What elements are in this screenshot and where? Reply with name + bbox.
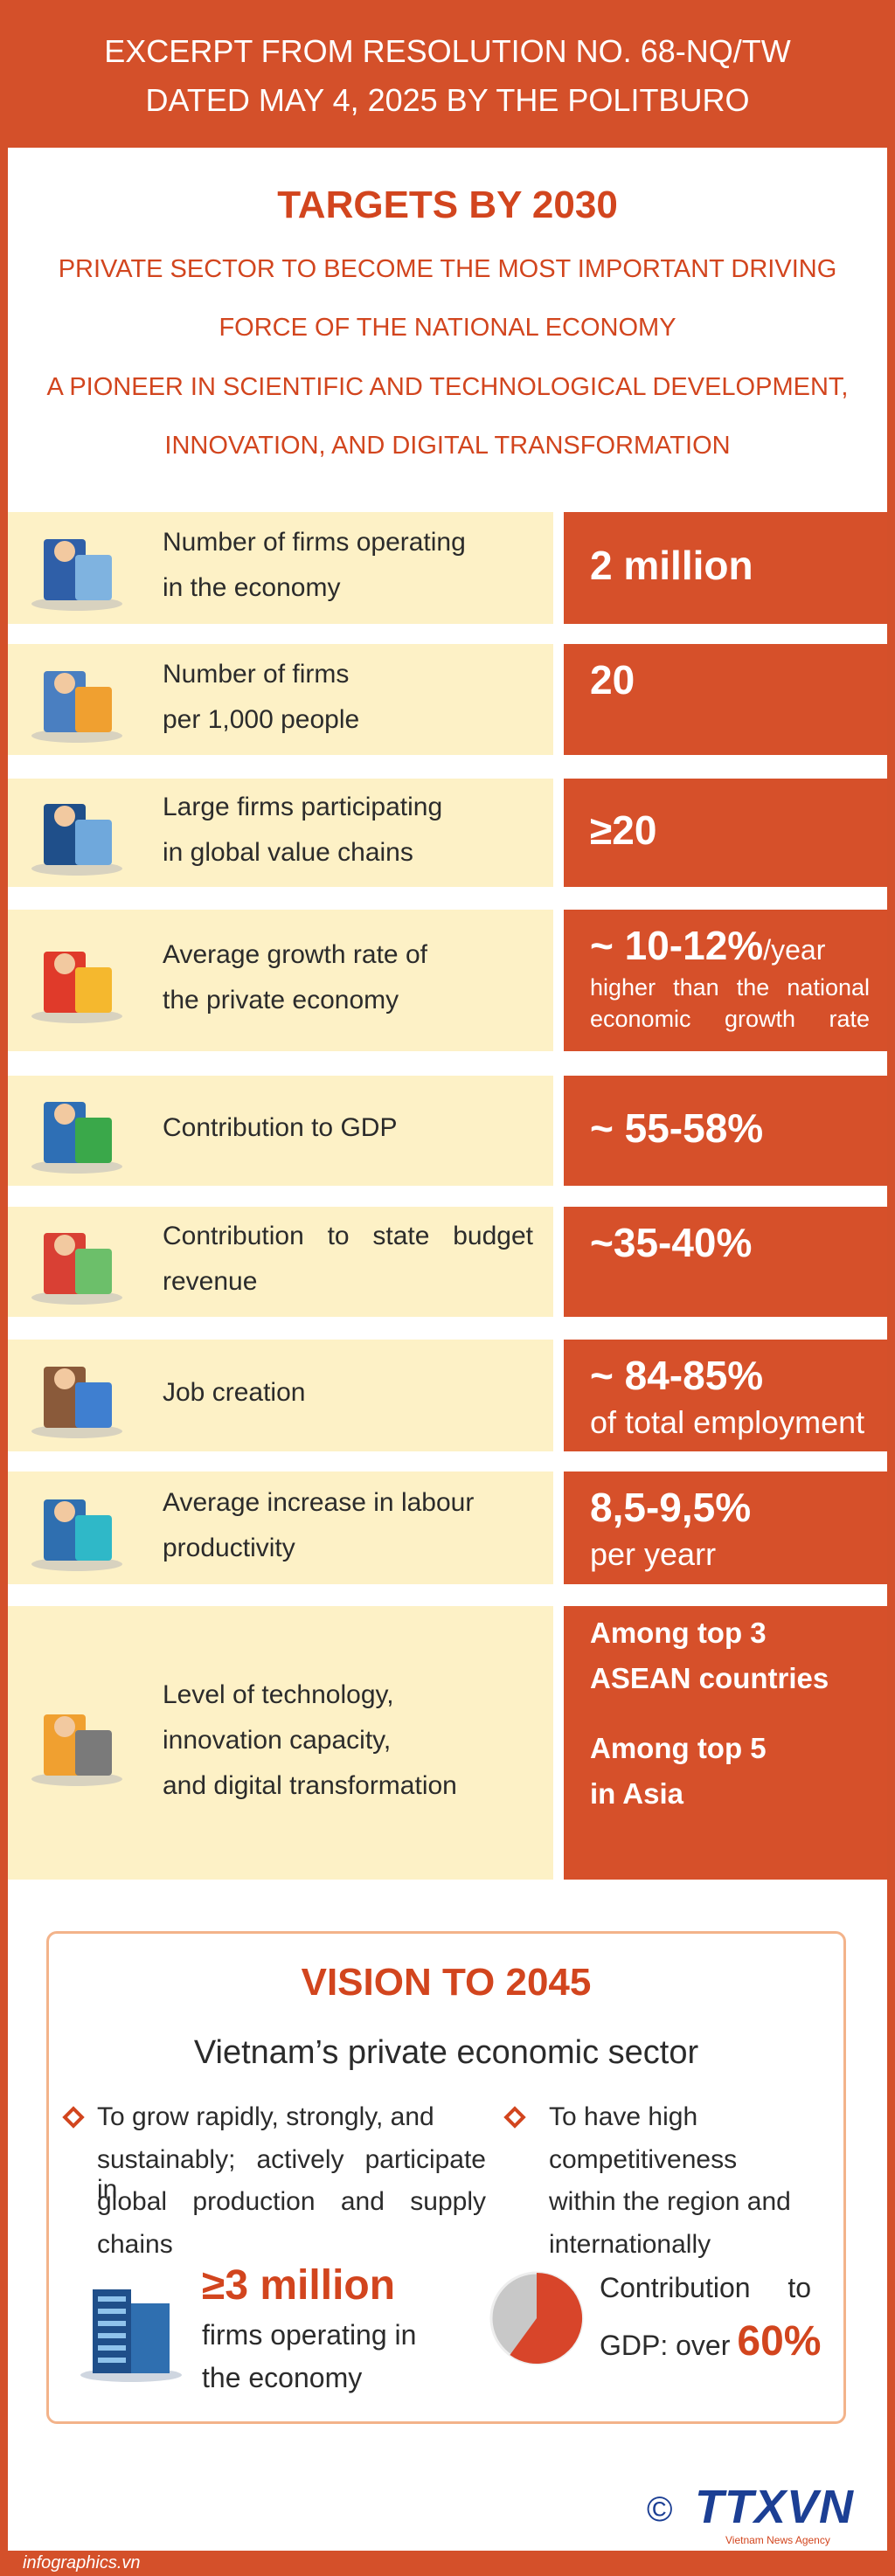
value-text: ~ 55-58%: [590, 1105, 764, 1151]
row-value: 20: [590, 656, 635, 703]
logo: TTXVN: [695, 2481, 855, 2533]
logo-subtitle: Vietnam News Agency: [725, 2534, 830, 2546]
icon: [31, 804, 122, 876]
row-value-bg: [564, 644, 887, 755]
vision-text: firms operating in: [202, 2319, 417, 2351]
icon: [31, 539, 122, 611]
row-value-bg: [564, 512, 887, 624]
row-value: ASEAN countries: [590, 1662, 829, 1694]
vision-figure: ≥3 million: [202, 2262, 396, 2309]
value-note: higher than the national: [590, 974, 870, 1001]
value-text: 2 million: [590, 543, 753, 588]
row-value: in Asia: [590, 1777, 683, 1810]
header-line: EXCERPT FROM RESOLUTION NO. 68-NQ/TW: [104, 33, 791, 69]
icon: [31, 952, 122, 1023]
row-value-bg: [564, 1340, 887, 1451]
value-text: ~ 84-85%: [590, 1353, 764, 1398]
row-value: ~ 55-58%: [590, 1104, 763, 1152]
vision-figure: 60%: [737, 2318, 822, 2365]
icon: [31, 1233, 122, 1305]
row-value: ~ 84-85%: [590, 1352, 763, 1399]
row-label: Average increase in labour: [163, 1487, 475, 1517]
row-label: Job creation: [163, 1378, 306, 1407]
vision-subtitle: Vietnam’s private economic sector: [193, 2034, 699, 2071]
row-value-bg: [564, 1472, 887, 1584]
row-label: and digital transformation: [163, 1770, 457, 1800]
row-value-bg: [564, 1076, 887, 1186]
row-label: in the economy: [163, 573, 341, 602]
vision-text: GDP: over: [600, 2330, 731, 2361]
vision-text: Contribution to: [600, 2272, 811, 2303]
row-value: ~ 10-12%/year: [590, 922, 825, 969]
row-label: in global value chains: [163, 838, 413, 867]
row-label: the private economy: [163, 986, 399, 1014]
row-label: innovation capacity,: [163, 1725, 392, 1755]
copyright: ©: [647, 2490, 673, 2529]
value-text: 20: [590, 657, 635, 703]
row-label: productivity: [163, 1533, 295, 1562]
bullet-text: internationally: [549, 2230, 711, 2259]
row-label: Large firms participating: [163, 793, 443, 821]
icon: [31, 1714, 122, 1786]
row-value: Among top 3: [590, 1617, 767, 1649]
row-value: Among top 5: [590, 1732, 767, 1764]
bullet-text: To have high: [549, 2102, 698, 2131]
row-label: Number of firms operating: [163, 528, 466, 557]
section-subtitle: FORCE OF THE NATIONAL ECONOMY: [219, 314, 676, 342]
icon: [31, 1102, 122, 1174]
value-text: 8,5-9,5%: [590, 1485, 752, 1530]
row-label: Average growth rate of: [163, 940, 427, 969]
bullet-text: To grow rapidly, strongly, and: [97, 2102, 434, 2131]
icon: [31, 1499, 122, 1571]
section-subtitle: A PIONEER IN SCIENTIFIC AND TECHNOLOGICA…: [46, 373, 849, 401]
value-note: per yearr: [590, 1536, 717, 1572]
vision-text: GDP: over 60%: [600, 2317, 821, 2365]
row-value-bg: [564, 1606, 887, 1880]
row-label: Level of technology,: [163, 1679, 394, 1709]
value-text: ≥20: [590, 807, 657, 853]
section-subtitle: PRIVATE SECTOR TO BECOME THE MOST IMPORT…: [58, 255, 837, 283]
value-text: ~35-40%: [590, 1220, 753, 1265]
vision-title: VISION TO 2045: [301, 1961, 592, 2004]
value-text: ~ 10-12%: [590, 923, 764, 968]
bullet-text: competitiveness: [549, 2145, 738, 2174]
icon: [80, 2289, 182, 2382]
bullet-text: global production and supply: [97, 2187, 486, 2216]
row-value: ≥20: [590, 807, 656, 854]
section-title: TARGETS BY 2030: [277, 184, 618, 226]
row-value-bg: [564, 910, 887, 1051]
value-note: economic growth rate: [590, 1006, 870, 1032]
bullet-text: sustainably; actively participate in: [97, 2145, 486, 2204]
row-value-bg: [564, 779, 887, 887]
icon: [31, 670, 122, 743]
vision-text: the economy: [202, 2362, 363, 2393]
icon: [31, 1367, 122, 1438]
icon: [489, 2271, 584, 2365]
bullet-text: chains: [97, 2230, 173, 2259]
source: infographics.vn: [23, 2553, 141, 2573]
row-value: 2 million: [590, 542, 753, 589]
row-value: 8,5-9,5%: [590, 1484, 751, 1531]
value-note: of total employment: [590, 1404, 865, 1440]
row-label: Number of firms: [163, 659, 350, 689]
section-subtitle: INNOVATION, AND DIGITAL TRANSFORMATION: [164, 432, 731, 460]
row-label: Contribution to GDP: [163, 1113, 398, 1142]
row-value: ~35-40%: [590, 1219, 752, 1266]
value-unit: /year: [763, 934, 826, 966]
row-label: per 1,000 people: [163, 704, 360, 734]
row-label: Contribution to state budget: [163, 1222, 533, 1250]
row-label: revenue: [163, 1267, 258, 1296]
bullet-text: within the region and: [549, 2187, 791, 2216]
header-line: DATED MAY 4, 2025 BY THE POLITBURO: [145, 82, 750, 118]
vision-box: [46, 1931, 846, 2424]
row-value-bg: [564, 1207, 887, 1317]
